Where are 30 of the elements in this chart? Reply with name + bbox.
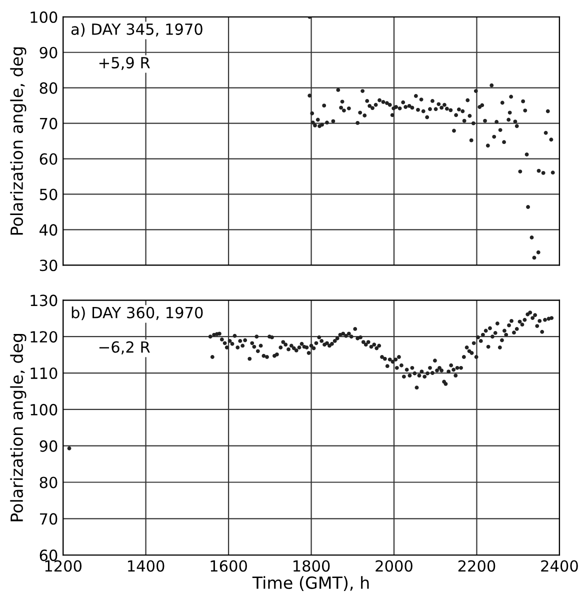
x-tick-label: 2400 <box>541 560 578 572</box>
y-tick-label: 90 <box>40 46 58 58</box>
y-tick-label: 30 <box>40 260 58 272</box>
y-tick-label: 60 <box>40 153 58 165</box>
y-tick-label: 100 <box>30 404 58 416</box>
annotation: −6,2 R <box>99 341 150 354</box>
y-tick-label: 90 <box>40 440 58 452</box>
y-axis-title: Polarization angle, deg <box>10 47 26 235</box>
y-tick-label: 60 <box>40 550 58 562</box>
y-tick-label: 50 <box>40 188 58 200</box>
x-tick-label: 1200 <box>45 560 82 572</box>
y-tick-label: 40 <box>40 224 58 236</box>
y-tick-label: 80 <box>40 476 58 488</box>
x-tick-label: 1800 <box>294 560 330 572</box>
y-tick-label: 70 <box>40 513 58 525</box>
annotation: b) DAY 360, 1970 <box>72 306 203 320</box>
x-tick-label: 1600 <box>210 560 247 572</box>
y-tick-label: 100 <box>30 11 58 23</box>
y-tick-label: 120 <box>30 331 58 343</box>
annotation: +5,9 R <box>99 56 150 70</box>
x-tick-label: 2000 <box>376 560 412 572</box>
y-tick-label: 110 <box>30 367 58 380</box>
annotation: a) DAY 345, 1970 <box>71 23 202 37</box>
y-tick-label: 130 <box>30 294 58 306</box>
y-tick-label: 80 <box>40 82 58 94</box>
x-tick-label: 1400 <box>128 560 164 572</box>
y-axis-title: Polarization angle, deg <box>10 334 26 522</box>
x-axis-title: Time (GMT), h <box>252 576 369 591</box>
y-tick-label: 70 <box>40 118 58 130</box>
x-tick-label: 2200 <box>458 560 496 572</box>
